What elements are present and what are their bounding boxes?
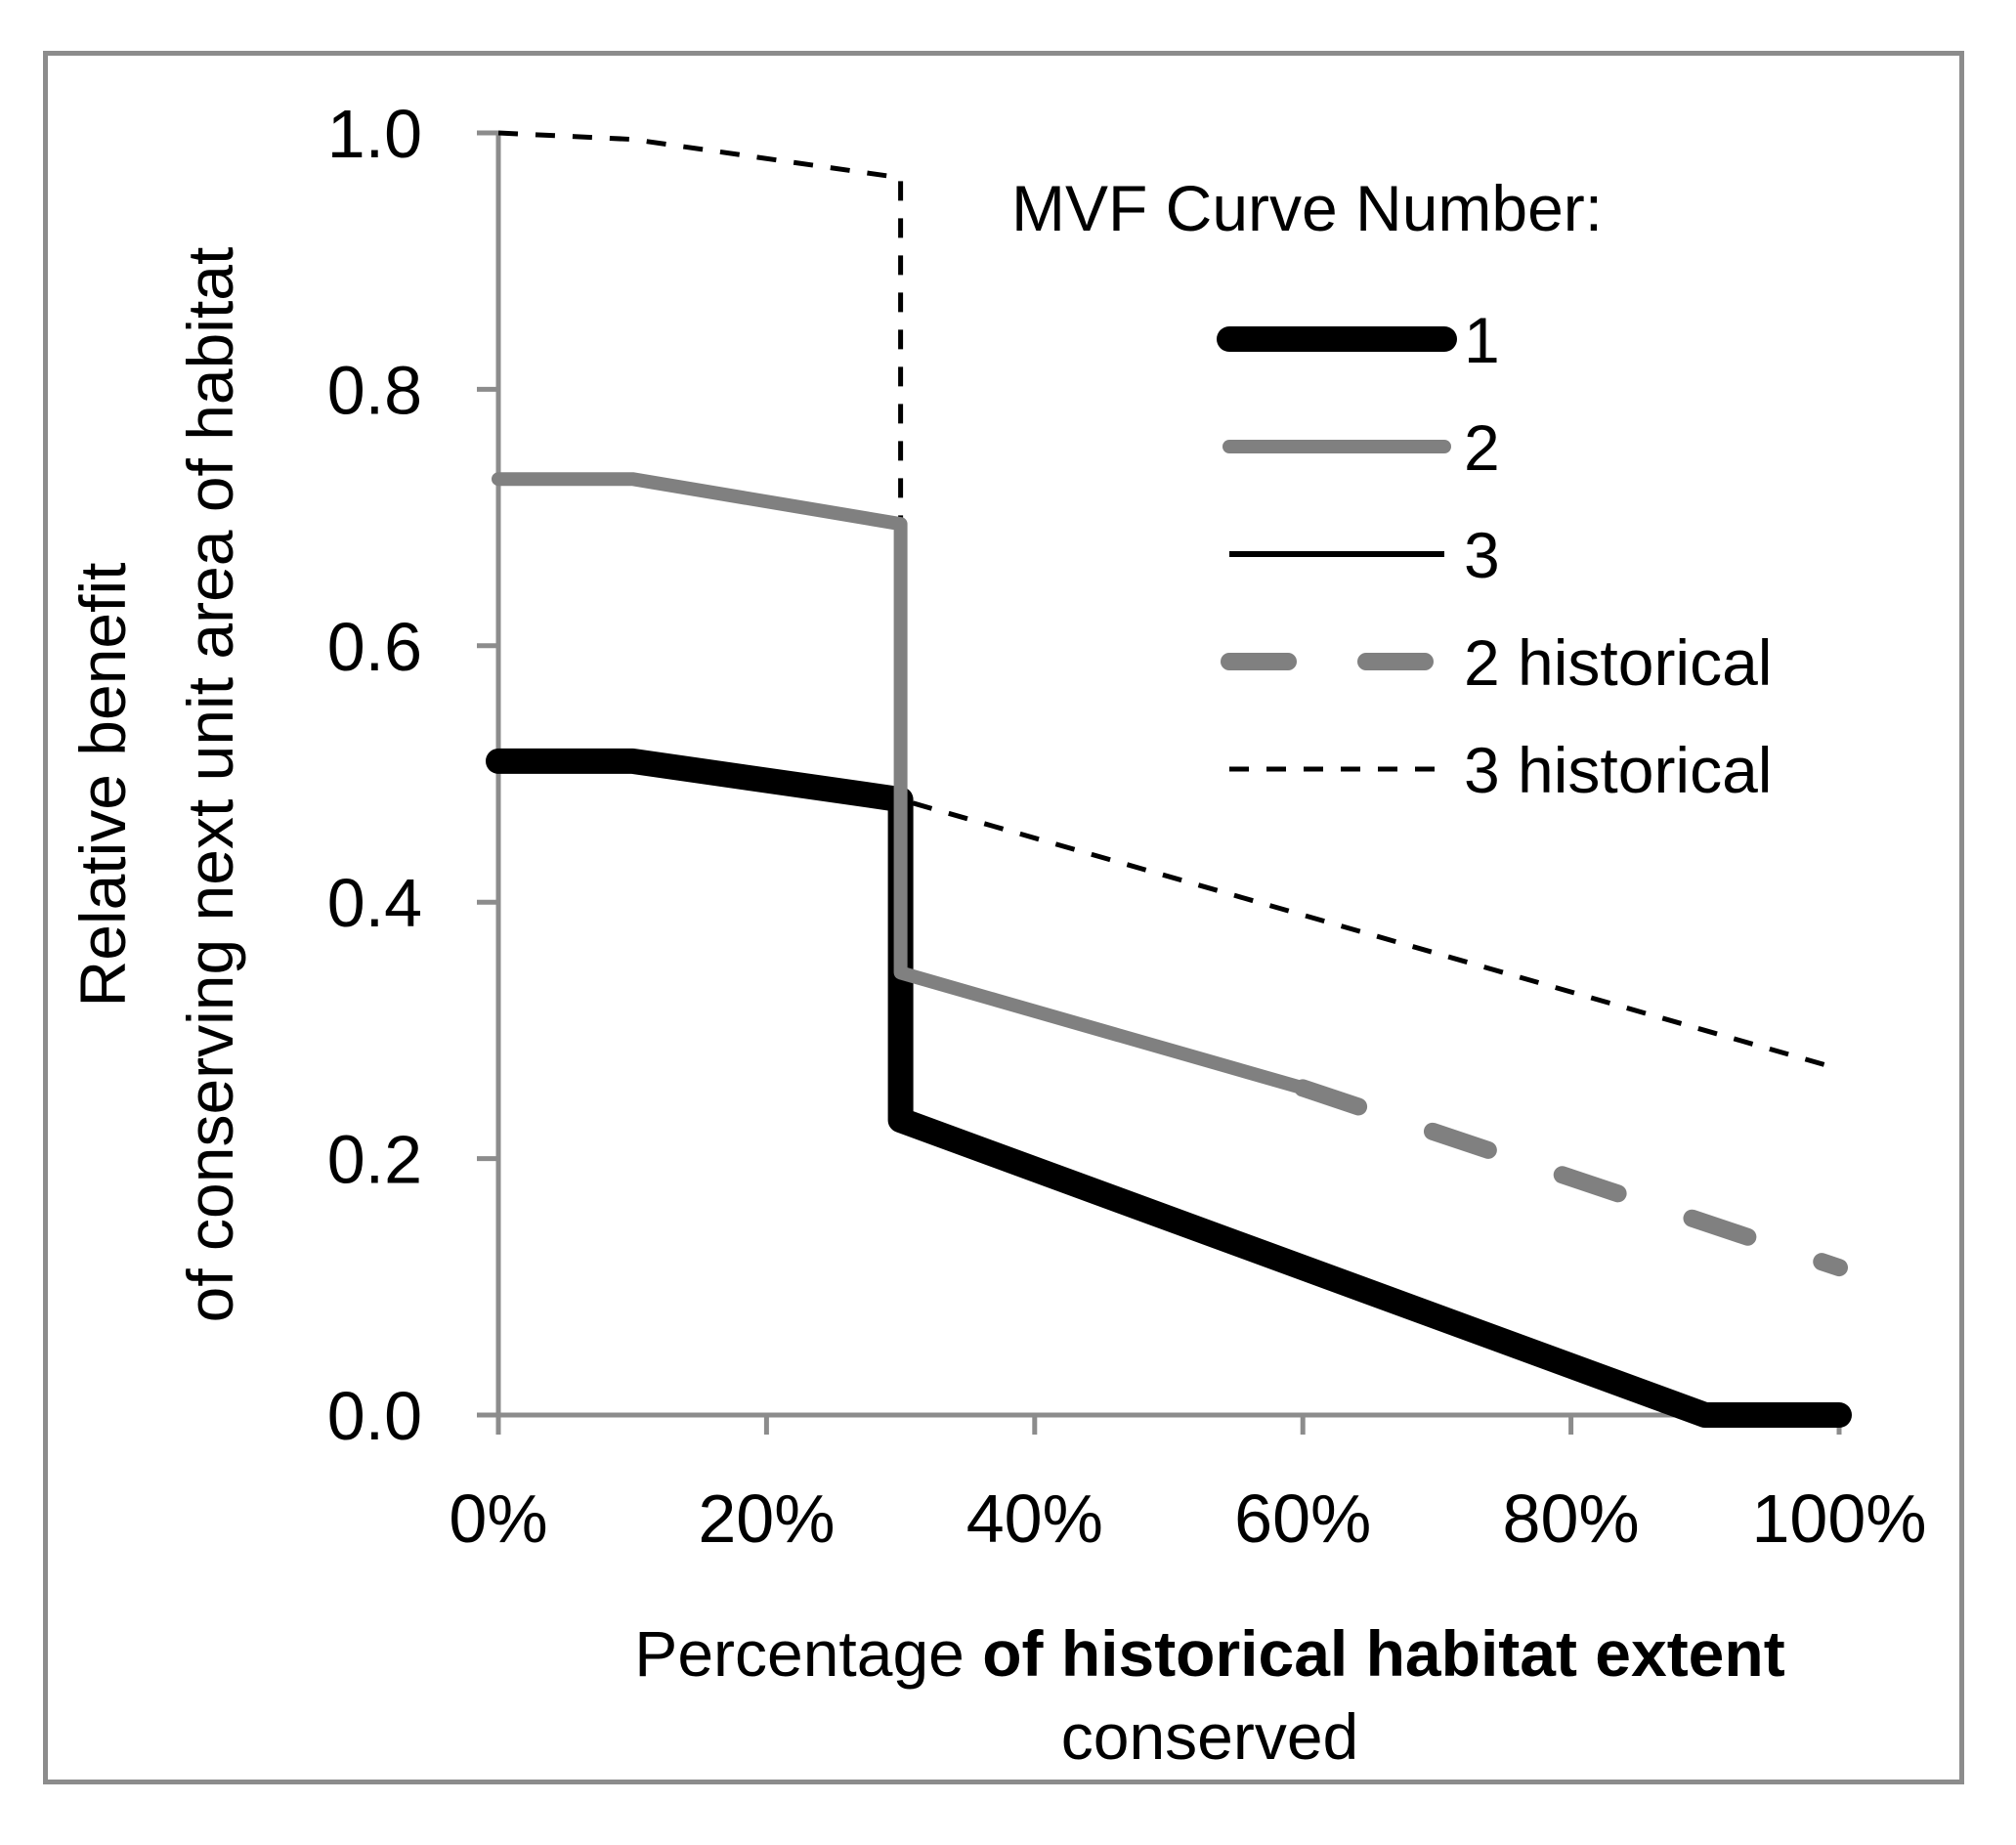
x-tick-label: 100% bbox=[1751, 1480, 1926, 1557]
series-line-2 bbox=[492, 472, 1310, 1095]
y-tick-label: 0.0 bbox=[327, 1378, 422, 1454]
axes bbox=[495, 133, 1839, 1418]
y-tick-label: 0.4 bbox=[327, 865, 422, 941]
y-ticks bbox=[477, 130, 498, 1418]
chart-frame bbox=[43, 51, 1964, 1784]
y-axis-title-line-1: Relative benefit bbox=[66, 563, 139, 1008]
y-tick-label: 1.0 bbox=[327, 96, 422, 172]
y-axis-title-line-2: of conserving next unit area of habitat bbox=[174, 247, 246, 1323]
y-tick-labels: 0.0 0.2 0.4 0.6 0.8 1.0 bbox=[327, 96, 422, 1454]
x-tick-label: 20% bbox=[698, 1480, 835, 1557]
series-line-3-historical bbox=[497, 130, 1840, 1072]
series-line-2-historical bbox=[1294, 1079, 1848, 1277]
y-tick-label: 0.6 bbox=[327, 609, 422, 685]
legend-label-2: 2 bbox=[1464, 411, 1500, 484]
x-tick-labels: 0% 20% 40% 60% 80% 100% bbox=[449, 1480, 1926, 1557]
x-axis-title-plain: Percentage bbox=[634, 1617, 982, 1690]
legend-label-3: 3 bbox=[1464, 519, 1500, 591]
x-tick-label: 60% bbox=[1234, 1480, 1371, 1557]
legend: MVF Curve Number: 1 2 3 2 historical 3 histo… bbox=[1011, 172, 1772, 806]
legend-label-2-historical: 2 historical bbox=[1464, 626, 1772, 699]
y-tick-label: 0.8 bbox=[327, 352, 422, 428]
x-ticks bbox=[495, 1415, 1842, 1435]
x-tick-label: 80% bbox=[1503, 1480, 1640, 1557]
series-layer bbox=[486, 130, 1852, 1428]
legend-label-3-historical: 3 historical bbox=[1464, 734, 1772, 806]
legend-label-1: 1 bbox=[1464, 304, 1500, 376]
x-axis-title-bold: of historical habitat extent bbox=[982, 1617, 1784, 1690]
x-tick-label: 0% bbox=[449, 1480, 547, 1557]
x-axis-title-line-2: conserved bbox=[1061, 1700, 1359, 1773]
x-tick-label: 40% bbox=[966, 1480, 1103, 1557]
x-axis-title-line-1: Percentage of historical habitat extent bbox=[634, 1617, 1784, 1690]
legend-title: MVF Curve Number: bbox=[1011, 172, 1603, 244]
y-tick-label: 0.2 bbox=[327, 1122, 422, 1198]
series-line-1 bbox=[486, 748, 1852, 1428]
